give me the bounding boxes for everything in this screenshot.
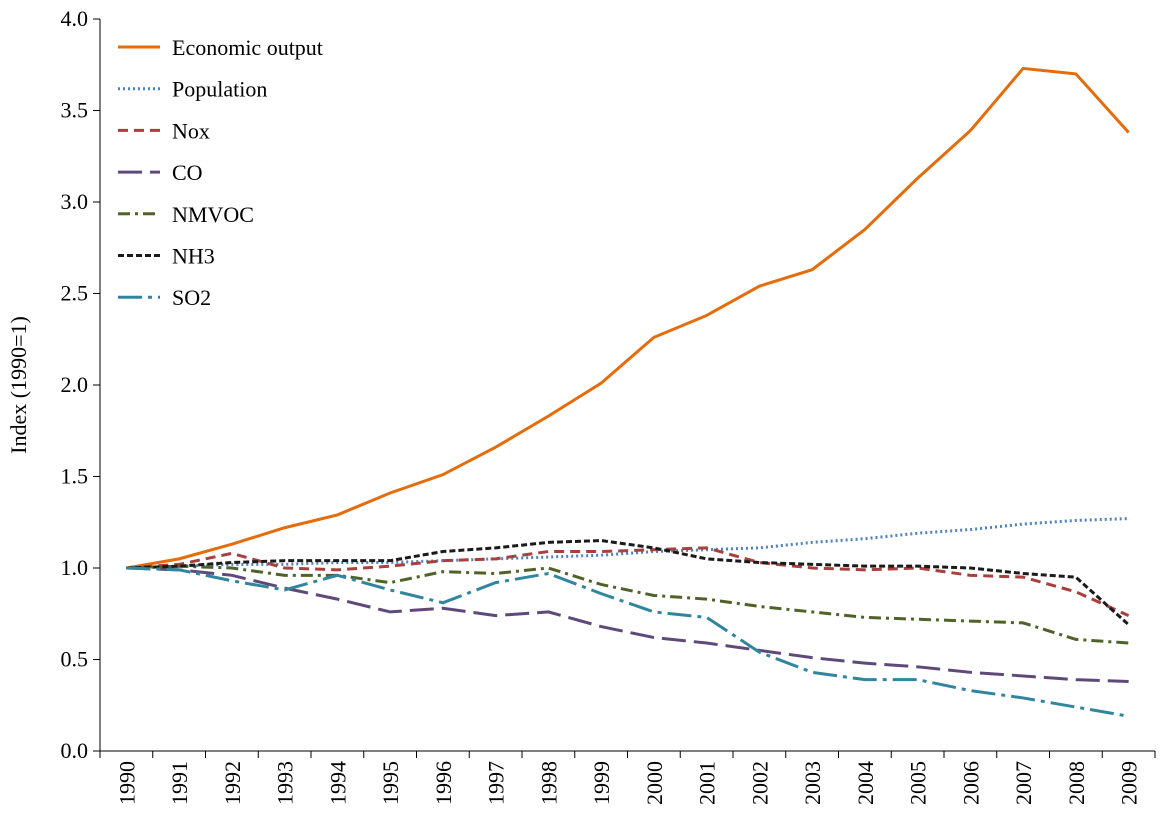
legend-label: NH3 (172, 244, 215, 269)
y-tick-label: 4.0 (61, 6, 89, 31)
series-line (126, 539, 1130, 626)
y-tick-label: 1.5 (61, 464, 89, 489)
x-tick-label: 2004 (853, 761, 878, 805)
x-tick-label: 1993 (273, 761, 298, 805)
y-tick-label: 1.0 (61, 555, 89, 580)
x-tick-label: 2002 (747, 761, 772, 805)
x-tick-label: 2007 (1011, 761, 1036, 805)
series-line (126, 546, 1130, 617)
series-line (126, 564, 1129, 645)
series-line (126, 566, 1129, 718)
x-tick-label: 1995 (378, 761, 403, 805)
y-tick-label: 0.5 (61, 647, 89, 672)
y-tick-label: 3.5 (61, 98, 89, 123)
series-line (126, 517, 1129, 570)
x-tick-label: 2000 (642, 761, 667, 805)
x-tick-label: 2009 (1117, 761, 1142, 805)
x-tick-label: 1992 (220, 761, 245, 805)
y-tick-label: 2.0 (61, 372, 89, 397)
legend-label: Economic output (172, 35, 323, 60)
x-tick-label: 1994 (325, 761, 350, 805)
legend-label: Population (172, 77, 267, 102)
y-tick-label: 3.0 (61, 189, 89, 214)
legend-label: CO (172, 160, 203, 185)
x-tick-label: 2001 (695, 761, 720, 805)
x-tick-label: 2003 (800, 761, 825, 805)
x-tick-label: 2005 (906, 761, 931, 805)
series-line (126, 66, 1130, 570)
legend-label: NMVOC (172, 202, 254, 227)
x-tick-label: 1999 (589, 761, 614, 805)
series-line (126, 566, 1129, 683)
x-tick-label: 1990 (114, 761, 139, 805)
x-tick-label: 1991 (167, 761, 192, 805)
y-tick-label: 2.5 (61, 281, 89, 306)
y-tick-label: 0.0 (61, 738, 89, 763)
x-tick-label: 1996 (431, 761, 456, 805)
y-axis-label: Index (1990=1) (6, 316, 31, 454)
x-tick-label: 1998 (536, 761, 561, 805)
x-tick-label: 2008 (1064, 761, 1089, 805)
legend-label: SO2 (172, 285, 211, 310)
legend-label: Nox (172, 118, 210, 143)
x-tick-label: 2006 (958, 761, 983, 805)
x-tick-label: 1997 (484, 761, 509, 805)
